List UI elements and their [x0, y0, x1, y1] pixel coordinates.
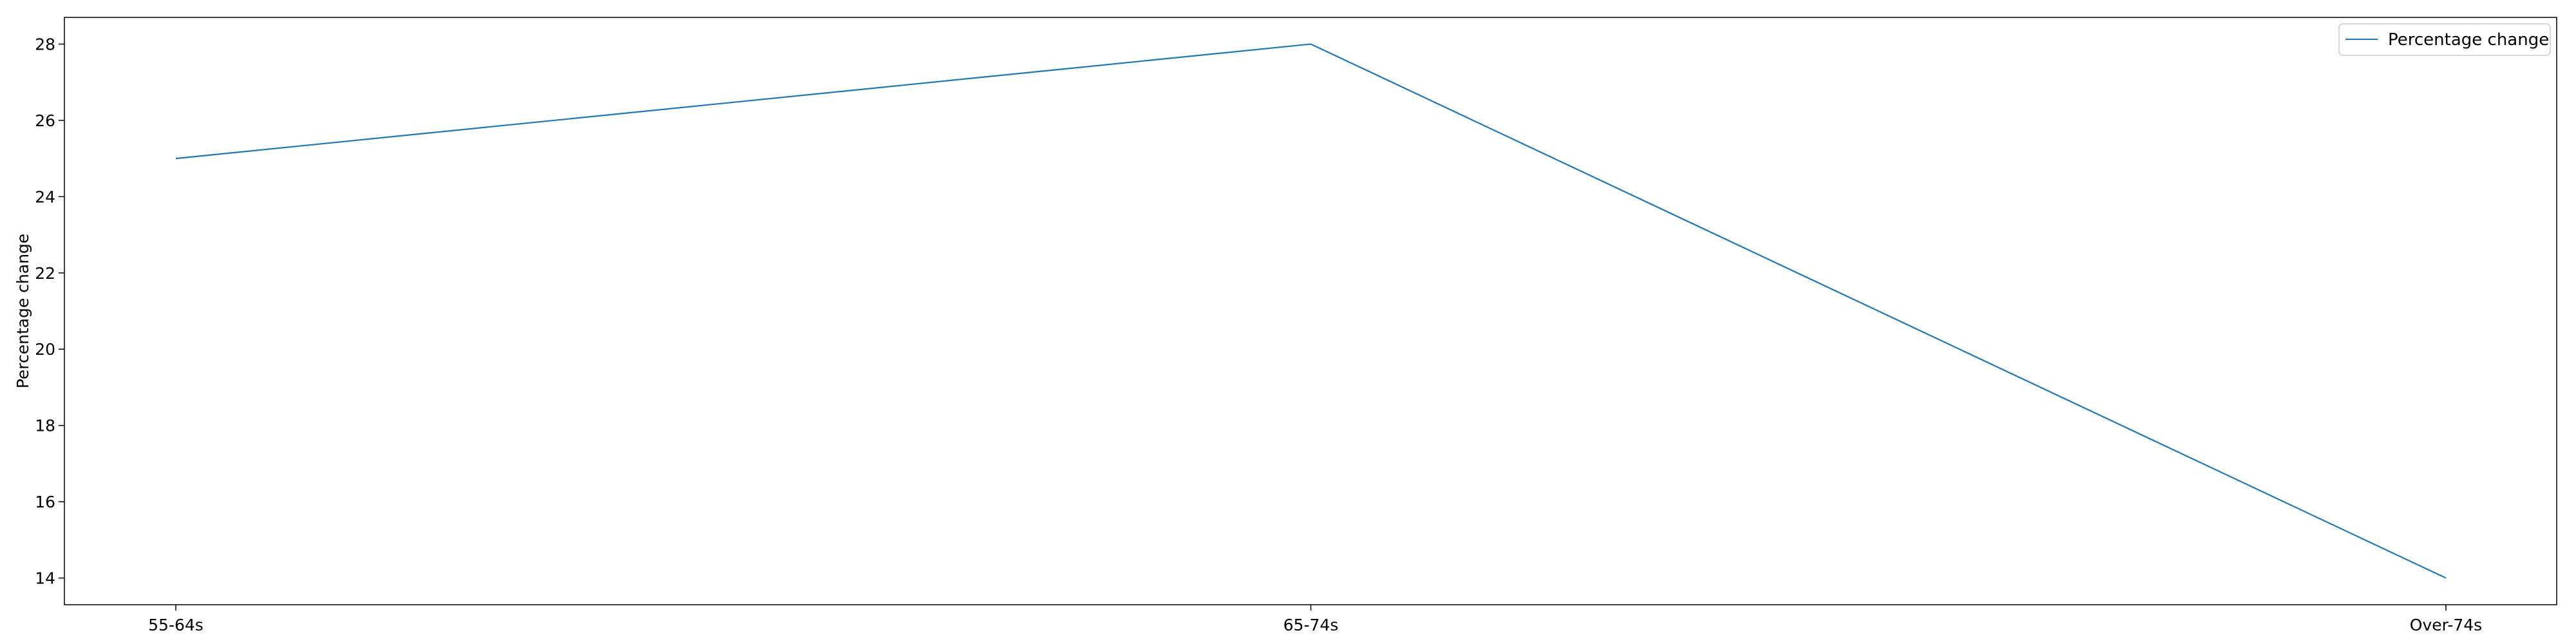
y-tick-label: 24 — [35, 187, 55, 206]
series-layer — [175, 43, 2447, 579]
x-tick-label: Over-74s — [2410, 616, 2482, 634]
legend-label-percentage-change: Percentage change — [2388, 30, 2549, 50]
legend: Percentage change — [2338, 23, 2551, 56]
y-axis-label: Percentage change — [14, 234, 32, 389]
legend-box — [2338, 23, 2551, 56]
y-tick-label: 20 — [35, 340, 55, 359]
y-tick-label: 26 — [35, 111, 55, 130]
y-tick-label: 22 — [35, 264, 55, 283]
y-axis-ticks: 14 16 18 20 22 24 26 28 — [35, 35, 64, 588]
y-tick-label: 16 — [35, 493, 55, 511]
y-tick-label: 14 — [35, 569, 55, 588]
x-tick-label: 55-64s — [148, 616, 204, 634]
plot-area — [64, 17, 2557, 605]
x-axis-ticks: 55-64s 65-74s Over-74s — [148, 605, 2482, 634]
y-tick-label: 28 — [35, 35, 55, 53]
y-tick-label: 18 — [35, 417, 55, 435]
x-tick-label: 65-74s — [1283, 616, 1339, 634]
